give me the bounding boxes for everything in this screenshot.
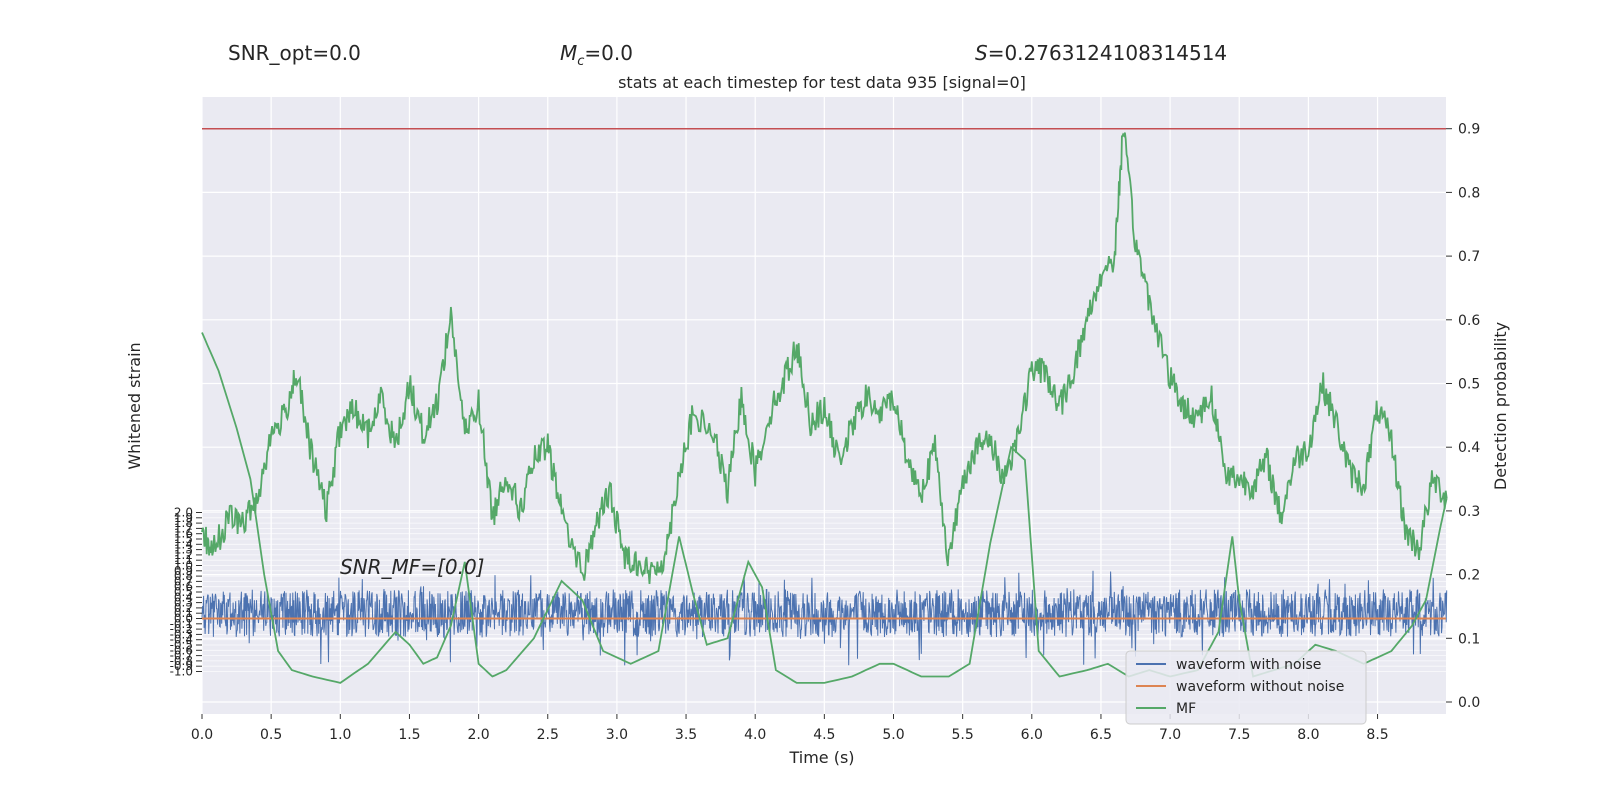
x-tick-label: 1.5	[398, 727, 420, 743]
left-tick-label: 0.6	[174, 580, 193, 594]
left-axis-label: Whitened strain	[125, 342, 144, 469]
chirp-mass-subscript: c	[577, 54, 584, 69]
x-tick-label: 0.5	[260, 727, 282, 743]
score-value: =0.2763124108314514	[988, 41, 1227, 65]
left-tick-label: 1.4	[174, 537, 193, 551]
series-mf	[201, 332, 1448, 684]
legend-box	[1125, 650, 1367, 725]
x-tick-label: 8.5	[1366, 727, 1388, 743]
x-tick-label: 4.5	[813, 727, 835, 743]
right-tick-label: 0.9	[1458, 122, 1480, 138]
snr-mf-annotation: SNR_MF=[0.0]	[340, 555, 484, 579]
left-tick-label: -1.0	[170, 665, 193, 679]
left-tick-label: 0.5	[174, 585, 193, 599]
right-axis-ticks: 0.0 0.1 0.2 0.3 0.4 0.5 0.6 0.7 0.8 0.9	[1446, 122, 1480, 711]
right-tick-label: 0.7	[1458, 249, 1480, 265]
left-tick-label: 1.5	[174, 532, 193, 546]
left-tick-label: -0.7	[170, 649, 193, 663]
left-tick-label: 0.9	[174, 564, 193, 578]
legend-label-noise: waveform with noise	[1176, 657, 1321, 673]
x-tick-label: 0.0	[191, 727, 213, 743]
x-tick-label: 5.5	[952, 727, 974, 743]
right-tick-label: 0.2	[1458, 568, 1480, 584]
right-tick-label: 0.6	[1458, 313, 1480, 329]
left-tick-label: 0.7	[174, 574, 193, 588]
score-label: S=0.2763124108314514	[975, 41, 1227, 65]
left-tick-label: 0.3	[174, 596, 193, 610]
left-axis-ticks: -1.0-0.9-0.8-0.7-0.6-0.5-0.4-0.3-0.2-0.1…	[170, 506, 202, 679]
left-tick-label: 0.1	[174, 606, 193, 620]
right-tick-label: 0.3	[1458, 504, 1480, 520]
detection-probability-trace	[201, 132, 1448, 584]
left-tick-label: -0.1	[170, 617, 193, 631]
x-tick-label: 2.0	[467, 727, 489, 743]
chirp-mass-symbol: M	[560, 41, 577, 65]
right-tick-label: 0.8	[1458, 185, 1480, 201]
x-tick-label: 3.5	[675, 727, 697, 743]
right-tick-label: 0.4	[1458, 440, 1480, 456]
left-tick-label: 1.7	[174, 521, 193, 535]
left-tick-label: 1.0	[174, 559, 193, 573]
x-tick-label: 2.5	[537, 727, 559, 743]
left-tick-label: 0.0	[174, 612, 193, 626]
left-tick-label: 1.8	[174, 516, 193, 530]
legend-label-clean: waveform without noise	[1176, 679, 1344, 695]
left-tick-label: 0.2	[174, 601, 193, 615]
left-tick-label: 1.9	[174, 511, 193, 525]
x-tick-label: 6.5	[1090, 727, 1112, 743]
left-tick-label: -0.3	[170, 627, 193, 641]
x-tick-label: 7.5	[1228, 727, 1250, 743]
right-axis-label: Detection probability	[1491, 322, 1510, 490]
x-tick-label: 4.0	[744, 727, 766, 743]
x-tick-label: 1.0	[329, 727, 351, 743]
x-tick-label: 7.0	[1159, 727, 1181, 743]
x-tick-label: 6.0	[1021, 727, 1043, 743]
left-tick-label: 1.6	[174, 527, 193, 541]
left-tick-label: 1.3	[174, 543, 193, 557]
series-detection-probability	[201, 132, 1448, 584]
mf-trace	[201, 332, 1448, 684]
score-symbol: S	[975, 41, 988, 65]
chart-title: stats at each timestep for test data 935…	[618, 73, 1026, 92]
left-tick-label: -0.5	[170, 638, 193, 652]
chirp-mass-label: Mc=0.0	[560, 41, 633, 69]
right-tick-label: 0.0	[1458, 695, 1480, 711]
x-tick-label: 3.0	[606, 727, 628, 743]
left-tick-label: -0.6	[170, 643, 193, 657]
chirp-mass-value: =0.0	[584, 41, 633, 65]
legend-label-mf: MF	[1176, 701, 1196, 717]
left-tick-label: -0.2	[170, 622, 193, 636]
legend: waveform with noise waveform without noi…	[1125, 650, 1367, 725]
left-tick-label: 1.2	[174, 548, 193, 562]
x-tick-label: 8.0	[1297, 727, 1319, 743]
left-tick-label: 0.4	[174, 590, 193, 604]
right-tick-label: 0.5	[1458, 377, 1480, 393]
left-tick-label: -0.4	[170, 633, 193, 647]
x-tick-label: 5.0	[882, 727, 904, 743]
left-tick-label: 0.8	[174, 569, 193, 583]
left-tick-label: 2.0	[174, 506, 193, 520]
left-tick-label: 1.1	[174, 553, 193, 567]
x-axis-ticks: 0.0 0.5 1.0 1.5 2.0 2.5 3.0 3.5 4.0 4.5 5.0 5.5 6.0 6…	[191, 714, 1389, 743]
x-axis-label: Time (s)	[788, 748, 854, 767]
left-tick-label: -0.9	[170, 659, 193, 673]
snr-opt-label: SNR_opt=0.0	[228, 41, 361, 65]
left-tick-label: -0.8	[170, 654, 193, 668]
right-tick-label: 0.1	[1458, 631, 1480, 647]
